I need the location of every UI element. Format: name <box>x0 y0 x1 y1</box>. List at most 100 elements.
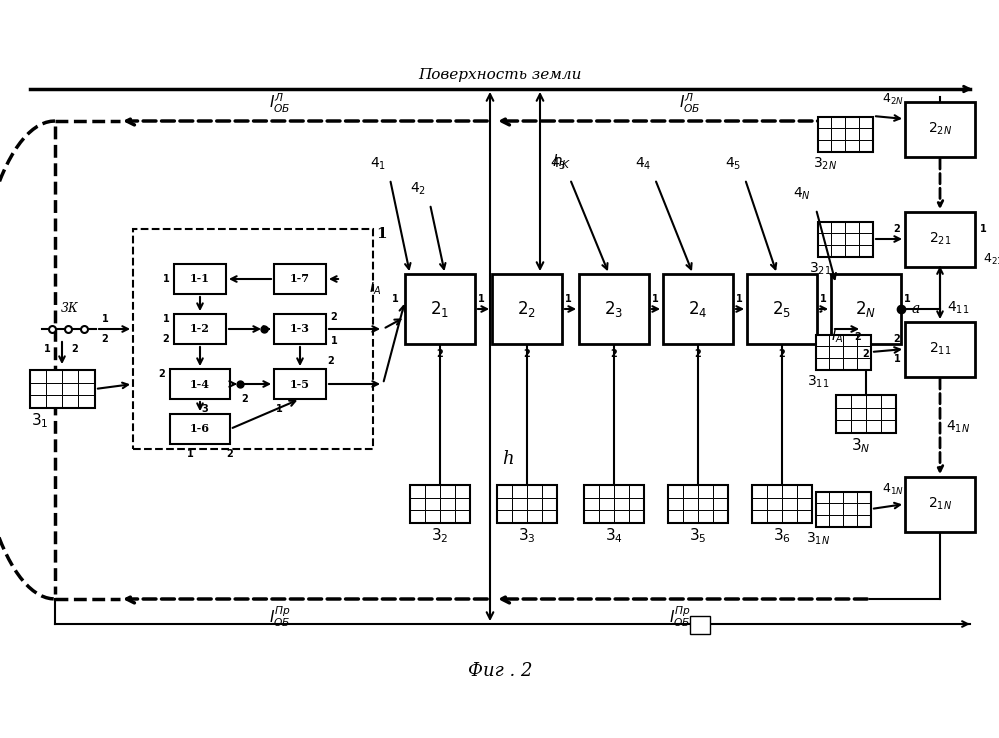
Bar <box>829 346 843 358</box>
Bar <box>843 492 857 503</box>
Bar <box>455 497 470 511</box>
Text: $3_2$: $3_2$ <box>432 527 449 545</box>
Bar <box>881 407 896 421</box>
Text: $4_N$: $4_N$ <box>793 186 811 202</box>
Bar <box>497 485 512 497</box>
Bar <box>614 485 629 497</box>
Bar <box>584 497 599 511</box>
Bar <box>857 503 870 515</box>
Bar <box>857 515 870 526</box>
Bar <box>440 485 455 497</box>
Bar <box>683 497 698 511</box>
Bar <box>905 102 975 156</box>
Bar <box>782 497 797 511</box>
Text: 1: 1 <box>102 314 108 324</box>
Bar <box>512 511 527 523</box>
Bar <box>713 485 728 497</box>
Text: 1: 1 <box>651 294 658 304</box>
Text: $3_3$: $3_3$ <box>518 527 535 545</box>
Bar <box>584 485 644 523</box>
Bar <box>836 395 851 407</box>
Bar <box>629 485 644 497</box>
Bar <box>170 414 230 444</box>
Bar <box>599 485 614 497</box>
Text: 2: 2 <box>694 349 701 359</box>
Text: $3_1$: $3_1$ <box>31 412 49 430</box>
Bar <box>905 322 975 376</box>
Text: 1-5: 1-5 <box>290 379 310 390</box>
Text: 1: 1 <box>392 294 399 304</box>
Bar <box>845 117 859 128</box>
Text: 1: 1 <box>376 227 387 241</box>
Bar <box>767 497 782 511</box>
Bar <box>836 395 896 433</box>
Text: 2: 2 <box>227 449 234 459</box>
Text: 1: 1 <box>980 224 986 234</box>
Text: $2_{1N}$: $2_{1N}$ <box>928 496 952 512</box>
Text: $4_{21}$: $4_{21}$ <box>983 252 999 266</box>
Bar <box>410 485 470 523</box>
Bar <box>30 370 95 408</box>
Bar <box>831 274 901 344</box>
Bar <box>274 369 326 399</box>
Bar <box>542 511 557 523</box>
Text: 2: 2 <box>778 349 785 359</box>
Bar <box>815 492 829 503</box>
Text: $4_{11}$: $4_{11}$ <box>947 300 969 316</box>
Bar <box>579 274 649 344</box>
Bar <box>815 334 829 346</box>
Bar <box>857 334 870 346</box>
Bar <box>881 395 896 407</box>
Text: 1: 1 <box>187 449 194 459</box>
Text: $2_2$: $2_2$ <box>517 299 536 319</box>
Text: $I_{ОБ}^{Пр}$: $I_{ОБ}^{Пр}$ <box>669 604 691 630</box>
Text: 2: 2 <box>437 349 444 359</box>
Bar <box>836 407 851 421</box>
Bar <box>857 492 870 503</box>
Bar <box>815 503 829 515</box>
Text: $3_6$: $3_6$ <box>773 527 791 545</box>
Bar <box>815 334 870 370</box>
Text: 2: 2 <box>854 332 861 342</box>
Bar <box>817 128 831 139</box>
Text: $2_5$: $2_5$ <box>772 299 791 319</box>
Bar <box>817 233 831 245</box>
Text: 2: 2 <box>72 344 78 354</box>
Bar <box>425 497 440 511</box>
Bar <box>663 274 733 344</box>
Bar <box>30 383 46 396</box>
Bar <box>905 212 975 266</box>
Bar <box>599 497 614 511</box>
Bar <box>497 497 512 511</box>
Bar <box>133 229 373 449</box>
Text: 1-1: 1-1 <box>190 274 210 285</box>
Bar <box>683 485 698 497</box>
Text: $4_2$: $4_2$ <box>410 181 427 197</box>
Bar <box>843 358 857 370</box>
Bar <box>815 346 829 358</box>
Bar <box>817 245 831 257</box>
Bar <box>859 233 872 245</box>
Text: $3_{1N}$: $3_{1N}$ <box>806 531 830 547</box>
Bar <box>831 233 845 245</box>
Bar <box>866 407 881 421</box>
Bar <box>170 369 230 399</box>
Bar <box>752 485 812 523</box>
Bar <box>829 503 843 515</box>
Text: 2: 2 <box>102 334 108 344</box>
Text: $I_{ОБ}^{Л}$: $I_{ОБ}^{Л}$ <box>269 92 291 114</box>
Bar <box>815 492 870 526</box>
Text: 1: 1 <box>163 314 170 324</box>
Bar <box>455 485 470 497</box>
Bar <box>527 485 542 497</box>
Bar <box>78 396 95 408</box>
Bar <box>405 274 475 344</box>
Text: 2: 2 <box>610 349 617 359</box>
Bar <box>752 485 767 497</box>
Bar <box>782 485 797 497</box>
Text: 2: 2 <box>894 224 900 234</box>
Text: 1: 1 <box>819 294 826 304</box>
Bar <box>752 511 767 523</box>
Bar <box>752 497 767 511</box>
Text: h: h <box>502 450 513 468</box>
